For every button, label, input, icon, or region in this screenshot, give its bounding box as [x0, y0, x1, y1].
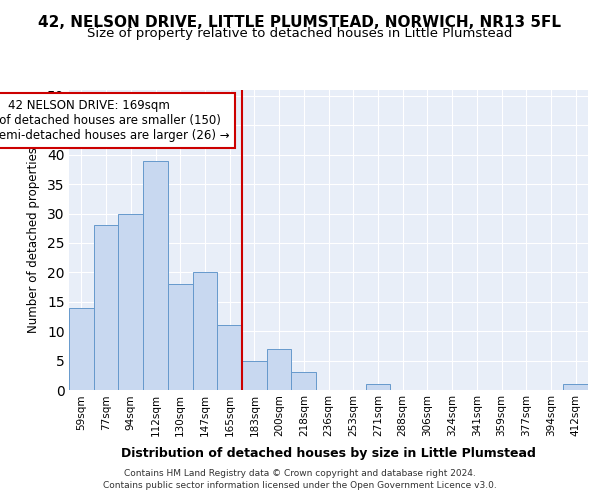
Text: Size of property relative to detached houses in Little Plumstead: Size of property relative to detached ho…	[88, 28, 512, 40]
Bar	[94, 226, 118, 390]
Text: Contains HM Land Registry data © Crown copyright and database right 2024.: Contains HM Land Registry data © Crown c…	[124, 468, 476, 477]
Bar	[143, 160, 168, 390]
Bar	[365, 384, 390, 390]
Bar	[292, 372, 316, 390]
Bar	[242, 360, 267, 390]
Text: Contains public sector information licensed under the Open Government Licence v3: Contains public sector information licen…	[103, 481, 497, 490]
Bar	[118, 214, 143, 390]
Bar	[267, 349, 292, 390]
Text: 42, NELSON DRIVE, LITTLE PLUMSTEAD, NORWICH, NR13 5FL: 42, NELSON DRIVE, LITTLE PLUMSTEAD, NORW…	[38, 15, 562, 30]
Text: 42 NELSON DRIVE: 169sqm
← 85% of detached houses are smaller (150)
15% of semi-d: 42 NELSON DRIVE: 169sqm ← 85% of detache…	[0, 99, 230, 142]
Y-axis label: Number of detached properties: Number of detached properties	[27, 147, 40, 333]
Bar	[217, 326, 242, 390]
Bar	[563, 384, 588, 390]
Bar	[193, 272, 217, 390]
Bar	[69, 308, 94, 390]
X-axis label: Distribution of detached houses by size in Little Plumstead: Distribution of detached houses by size …	[121, 448, 536, 460]
Bar	[168, 284, 193, 390]
